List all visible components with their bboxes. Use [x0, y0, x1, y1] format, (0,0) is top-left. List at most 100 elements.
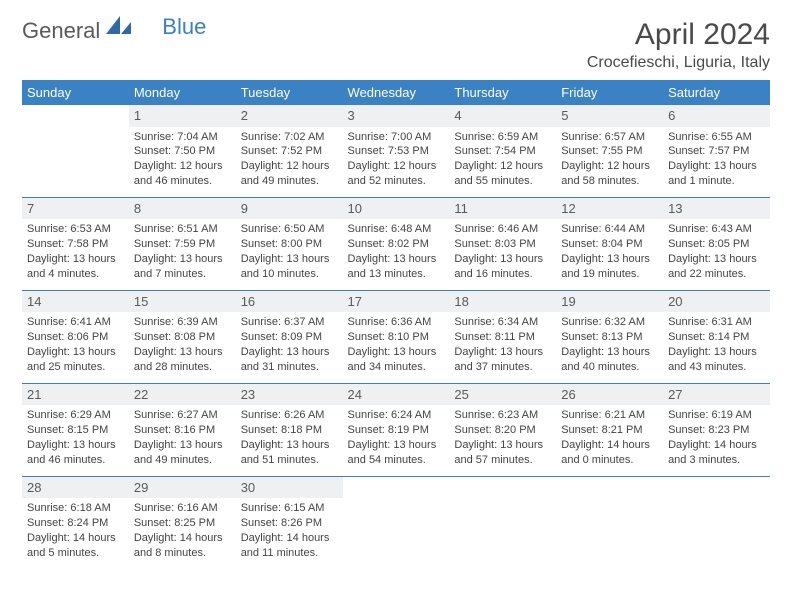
day-cell: 17Sunrise: 6:36 AMSunset: 8:10 PMDayligh… — [343, 290, 450, 383]
day-cell: 4Sunrise: 6:59 AMSunset: 7:54 PMDaylight… — [449, 105, 556, 197]
sunset-line: Sunset: 8:18 PM — [241, 423, 338, 438]
daylight-line: Daylight: 13 hours and 22 minutes. — [668, 252, 765, 282]
empty-cell — [22, 105, 129, 197]
daylight-line: Daylight: 14 hours and 5 minutes. — [27, 531, 124, 561]
logo: General Blue — [22, 18, 180, 44]
daylight-line: Daylight: 13 hours and 54 minutes. — [348, 438, 445, 468]
sunset-line: Sunset: 8:00 PM — [241, 237, 338, 252]
sunset-line: Sunset: 8:09 PM — [241, 330, 338, 345]
daylight-line: Daylight: 13 hours and 57 minutes. — [454, 438, 551, 468]
day-cell: 25Sunrise: 6:23 AMSunset: 8:20 PMDayligh… — [449, 383, 556, 476]
weekday-header: Thursday — [449, 80, 556, 105]
day-cell: 14Sunrise: 6:41 AMSunset: 8:06 PMDayligh… — [22, 290, 129, 383]
day-cell: 10Sunrise: 6:48 AMSunset: 8:02 PMDayligh… — [343, 197, 450, 290]
daylight-line: Daylight: 13 hours and 37 minutes. — [454, 345, 551, 375]
sunset-line: Sunset: 8:06 PM — [27, 330, 124, 345]
day-cell: 24Sunrise: 6:24 AMSunset: 8:19 PMDayligh… — [343, 383, 450, 476]
sunset-line: Sunset: 7:59 PM — [134, 237, 231, 252]
day-number: 27 — [663, 384, 770, 406]
day-cell: 3Sunrise: 7:00 AMSunset: 7:53 PMDaylight… — [343, 105, 450, 197]
daylight-line: Daylight: 14 hours and 3 minutes. — [668, 438, 765, 468]
calendar-row: 21Sunrise: 6:29 AMSunset: 8:15 PMDayligh… — [22, 383, 770, 476]
empty-cell — [343, 476, 450, 568]
sunrise-line: Sunrise: 7:04 AM — [134, 130, 231, 145]
calendar-row: 1Sunrise: 7:04 AMSunset: 7:50 PMDaylight… — [22, 105, 770, 197]
day-cell: 16Sunrise: 6:37 AMSunset: 8:09 PMDayligh… — [236, 290, 343, 383]
sunset-line: Sunset: 8:03 PM — [454, 237, 551, 252]
empty-cell — [556, 476, 663, 568]
sunrise-line: Sunrise: 6:44 AM — [561, 222, 658, 237]
sunrise-line: Sunrise: 6:39 AM — [134, 315, 231, 330]
logo-sail-icon — [106, 16, 132, 42]
day-number: 23 — [236, 384, 343, 406]
sunrise-line: Sunrise: 6:46 AM — [454, 222, 551, 237]
day-cell: 11Sunrise: 6:46 AMSunset: 8:03 PMDayligh… — [449, 197, 556, 290]
sunrise-line: Sunrise: 6:53 AM — [27, 222, 124, 237]
daylight-line: Daylight: 13 hours and 4 minutes. — [27, 252, 124, 282]
daylight-line: Daylight: 13 hours and 28 minutes. — [134, 345, 231, 375]
daylight-line: Daylight: 13 hours and 7 minutes. — [134, 252, 231, 282]
daylight-line: Daylight: 13 hours and 10 minutes. — [241, 252, 338, 282]
sunset-line: Sunset: 8:11 PM — [454, 330, 551, 345]
daylight-line: Daylight: 14 hours and 8 minutes. — [134, 531, 231, 561]
daylight-line: Daylight: 13 hours and 25 minutes. — [27, 345, 124, 375]
sunset-line: Sunset: 8:05 PM — [668, 237, 765, 252]
day-cell: 1Sunrise: 7:04 AMSunset: 7:50 PMDaylight… — [129, 105, 236, 197]
day-cell: 5Sunrise: 6:57 AMSunset: 7:55 PMDaylight… — [556, 105, 663, 197]
day-cell: 29Sunrise: 6:16 AMSunset: 8:25 PMDayligh… — [129, 476, 236, 568]
day-number: 17 — [343, 291, 450, 313]
sunrise-line: Sunrise: 6:55 AM — [668, 130, 765, 145]
daylight-line: Daylight: 12 hours and 55 minutes. — [454, 159, 551, 189]
weekday-header: Sunday — [22, 80, 129, 105]
sunset-line: Sunset: 8:16 PM — [134, 423, 231, 438]
day-number: 1 — [129, 105, 236, 127]
daylight-line: Daylight: 13 hours and 13 minutes. — [348, 252, 445, 282]
sunrise-line: Sunrise: 6:18 AM — [27, 501, 124, 516]
sunset-line: Sunset: 8:08 PM — [134, 330, 231, 345]
sunrise-line: Sunrise: 6:27 AM — [134, 408, 231, 423]
day-number: 5 — [556, 105, 663, 127]
header: General Blue April 2024 Crocefieschi, Li… — [22, 18, 770, 72]
sunset-line: Sunset: 8:04 PM — [561, 237, 658, 252]
day-cell: 12Sunrise: 6:44 AMSunset: 8:04 PMDayligh… — [556, 197, 663, 290]
day-cell: 9Sunrise: 6:50 AMSunset: 8:00 PMDaylight… — [236, 197, 343, 290]
daylight-line: Daylight: 13 hours and 19 minutes. — [561, 252, 658, 282]
day-cell: 18Sunrise: 6:34 AMSunset: 8:11 PMDayligh… — [449, 290, 556, 383]
day-number: 28 — [22, 477, 129, 499]
daylight-line: Daylight: 13 hours and 43 minutes. — [668, 345, 765, 375]
daylight-line: Daylight: 13 hours and 16 minutes. — [454, 252, 551, 282]
daylight-line: Daylight: 13 hours and 31 minutes. — [241, 345, 338, 375]
day-number: 30 — [236, 477, 343, 499]
day-number: 10 — [343, 198, 450, 220]
day-number: 14 — [22, 291, 129, 313]
calendar-row: 28Sunrise: 6:18 AMSunset: 8:24 PMDayligh… — [22, 476, 770, 568]
weekday-row: SundayMondayTuesdayWednesdayThursdayFrid… — [22, 80, 770, 105]
sunset-line: Sunset: 7:53 PM — [348, 144, 445, 159]
logo-text-1: General — [22, 18, 100, 44]
sunset-line: Sunset: 8:20 PM — [454, 423, 551, 438]
sunrise-line: Sunrise: 6:59 AM — [454, 130, 551, 145]
title-block: April 2024 Crocefieschi, Liguria, Italy — [587, 18, 770, 72]
day-cell: 13Sunrise: 6:43 AMSunset: 8:05 PMDayligh… — [663, 197, 770, 290]
daylight-line: Daylight: 14 hours and 0 minutes. — [561, 438, 658, 468]
day-number: 7 — [22, 198, 129, 220]
sunrise-line: Sunrise: 6:23 AM — [454, 408, 551, 423]
sunrise-line: Sunrise: 6:51 AM — [134, 222, 231, 237]
sunset-line: Sunset: 8:15 PM — [27, 423, 124, 438]
daylight-line: Daylight: 14 hours and 11 minutes. — [241, 531, 338, 561]
sunrise-line: Sunrise: 6:29 AM — [27, 408, 124, 423]
sunrise-line: Sunrise: 6:21 AM — [561, 408, 658, 423]
month-title: April 2024 — [587, 18, 770, 52]
day-number: 26 — [556, 384, 663, 406]
day-number: 15 — [129, 291, 236, 313]
sunset-line: Sunset: 7:52 PM — [241, 144, 338, 159]
day-cell: 28Sunrise: 6:18 AMSunset: 8:24 PMDayligh… — [22, 476, 129, 568]
sunrise-line: Sunrise: 7:00 AM — [348, 130, 445, 145]
sunset-line: Sunset: 8:23 PM — [668, 423, 765, 438]
sunset-line: Sunset: 8:26 PM — [241, 516, 338, 531]
empty-cell — [663, 476, 770, 568]
sunrise-line: Sunrise: 6:16 AM — [134, 501, 231, 516]
sunrise-line: Sunrise: 6:24 AM — [348, 408, 445, 423]
day-cell: 19Sunrise: 6:32 AMSunset: 8:13 PMDayligh… — [556, 290, 663, 383]
day-number: 16 — [236, 291, 343, 313]
